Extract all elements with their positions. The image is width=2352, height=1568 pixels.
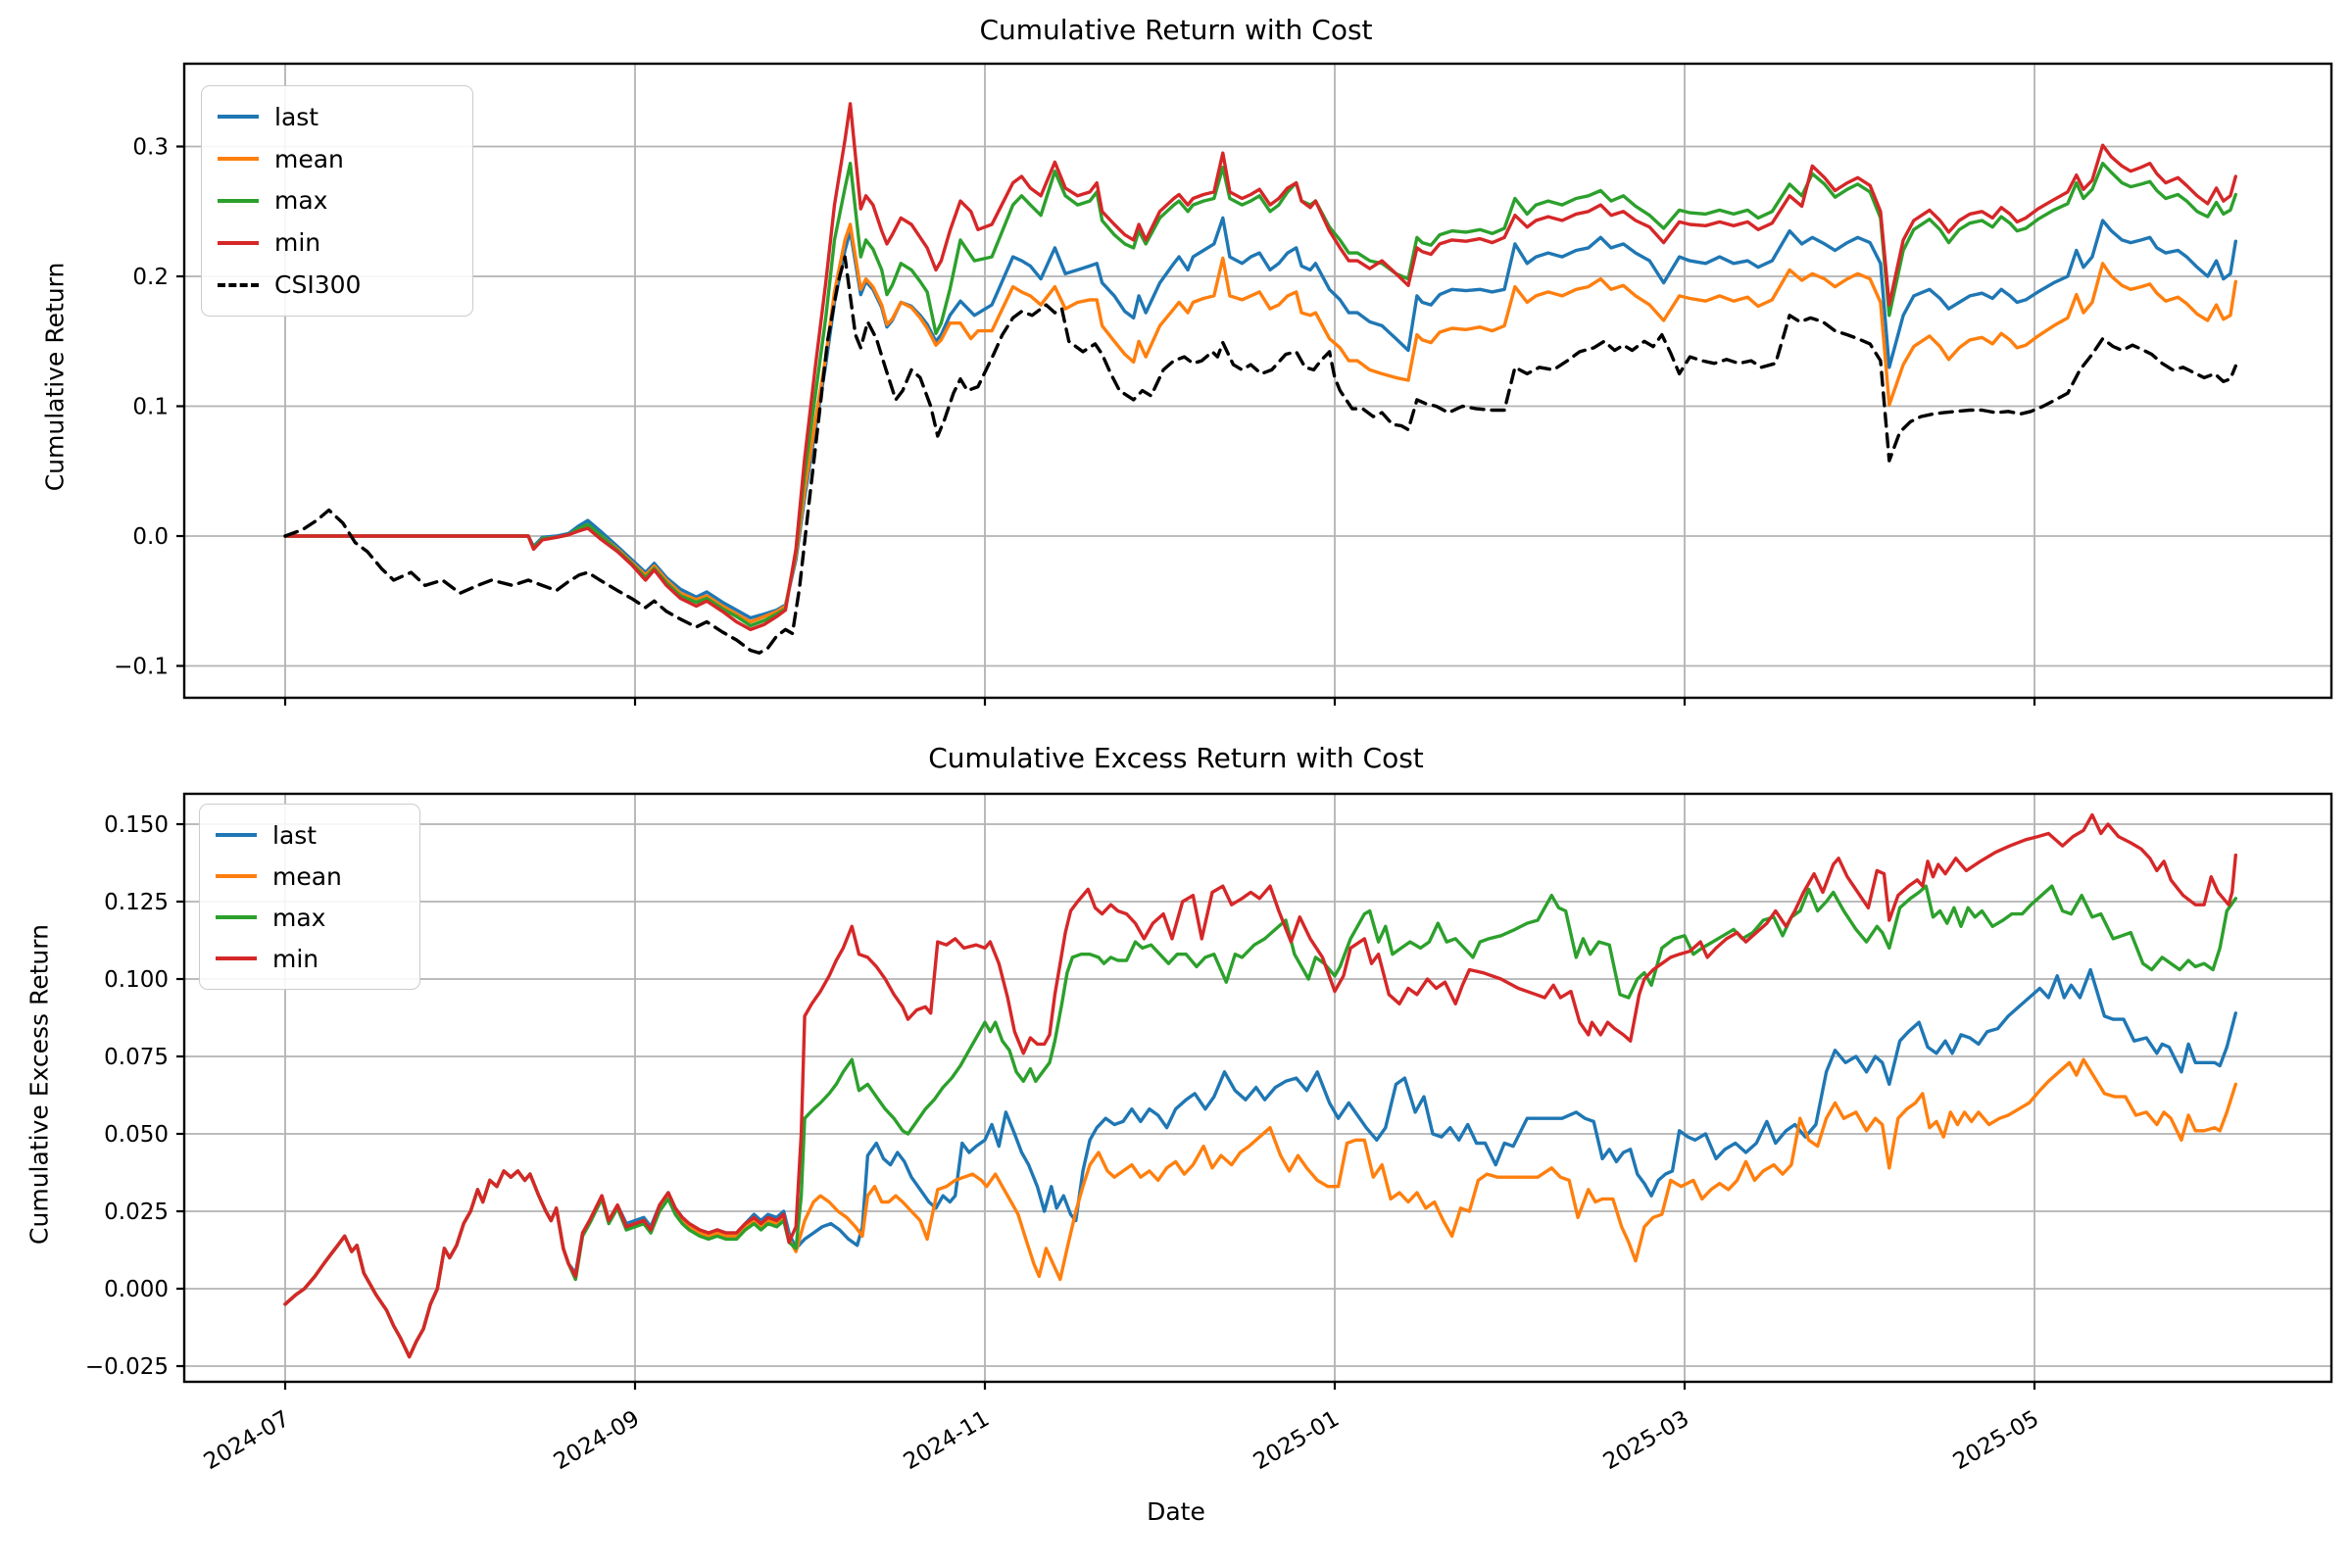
legend-label-last: last bbox=[272, 820, 318, 850]
legend-line-swatch-csi300 bbox=[218, 282, 259, 287]
legend-item-mean: mean bbox=[216, 864, 402, 889]
bottom-y-axis-label: Cumulative Excess Return bbox=[24, 924, 54, 1245]
legend-label-min: min bbox=[274, 228, 321, 258]
legend-label-csi300: CSI300 bbox=[274, 270, 362, 300]
legend-label-max: max bbox=[274, 186, 328, 216]
bottom-plot-title: Cumulative Excess Return with Cost bbox=[928, 742, 1424, 774]
legend-label-max: max bbox=[272, 903, 326, 932]
y-tick-label: 0.025 bbox=[104, 1200, 169, 1225]
series-line-min-plot1 bbox=[283, 102, 2237, 632]
legend-item-csi300: CSI300 bbox=[218, 272, 455, 297]
legend-line-swatch-min bbox=[218, 240, 259, 245]
legend-item-min: min bbox=[218, 230, 455, 255]
x-tick-label: 2024-11 bbox=[900, 1406, 994, 1476]
series-line-min-plot2 bbox=[283, 812, 2237, 1359]
legend-item-max: max bbox=[216, 906, 402, 930]
y-tick-label: 0.125 bbox=[104, 890, 169, 915]
legend-line-swatch-mean bbox=[218, 157, 259, 162]
legend-line-swatch-mean bbox=[216, 874, 257, 878]
legend-line-swatch-min bbox=[216, 956, 257, 960]
axes-spine bbox=[182, 792, 2333, 1384]
y-tick-label: 0.075 bbox=[104, 1045, 169, 1070]
top-plot-legend: last mean max min CSI300 bbox=[201, 85, 473, 317]
legend-line-swatch-max bbox=[216, 915, 257, 919]
legend-label-mean: mean bbox=[272, 861, 342, 891]
y-tick-label: 0.100 bbox=[104, 967, 169, 993]
x-axis-label: Date bbox=[1147, 1497, 1205, 1526]
legend-line-swatch-max bbox=[218, 198, 259, 203]
y-tick-label: 0.0 bbox=[132, 524, 169, 550]
legend-item-last: last bbox=[218, 105, 455, 129]
x-tick-label: 2024-09 bbox=[550, 1406, 644, 1476]
top-plot-title: Cumulative Return with Cost bbox=[979, 14, 1373, 46]
legend-line-swatch-last bbox=[218, 115, 259, 120]
y-tick-label: −0.1 bbox=[114, 655, 169, 680]
y-tick-label: 0.2 bbox=[132, 265, 169, 290]
legend-item-last: last bbox=[216, 823, 402, 848]
legend-item-mean: mean bbox=[218, 147, 455, 172]
y-tick-label: −0.025 bbox=[85, 1354, 169, 1380]
x-tick-label: 2025-01 bbox=[1250, 1406, 1344, 1476]
top-y-axis-label: Cumulative Return bbox=[40, 262, 70, 492]
y-tick-label: 0.050 bbox=[104, 1122, 169, 1148]
axes-spine bbox=[182, 62, 2333, 700]
x-tick-label: 2025-05 bbox=[1949, 1406, 2043, 1476]
legend-label-last: last bbox=[274, 102, 319, 131]
y-tick-label: 0.1 bbox=[132, 395, 169, 420]
legend-item-max: max bbox=[218, 188, 455, 213]
legend-label-min: min bbox=[272, 944, 319, 973]
x-tick-label: 2025-03 bbox=[1599, 1406, 1693, 1476]
x-tick-label: 2024-07 bbox=[200, 1406, 294, 1476]
series-line-max-plot1 bbox=[283, 162, 2237, 628]
series-line-max-plot2 bbox=[283, 884, 2237, 1359]
legend-line-swatch-last bbox=[216, 833, 257, 837]
legend-label-mean: mean bbox=[274, 144, 344, 173]
series-line-last-plot1 bbox=[283, 216, 2237, 620]
series-line-last-plot2 bbox=[283, 967, 2237, 1359]
y-tick-label: 0.000 bbox=[104, 1277, 169, 1302]
series-line-mean-plot2 bbox=[283, 1057, 2237, 1359]
series-line-mean-plot1 bbox=[283, 222, 2237, 624]
series-line-csi300-plot1 bbox=[283, 255, 2237, 655]
y-tick-label: 0.3 bbox=[132, 135, 169, 161]
y-tick-label: 0.150 bbox=[104, 812, 169, 838]
bottom-plot-legend: last mean max min bbox=[199, 804, 420, 990]
legend-item-min: min bbox=[216, 947, 402, 971]
